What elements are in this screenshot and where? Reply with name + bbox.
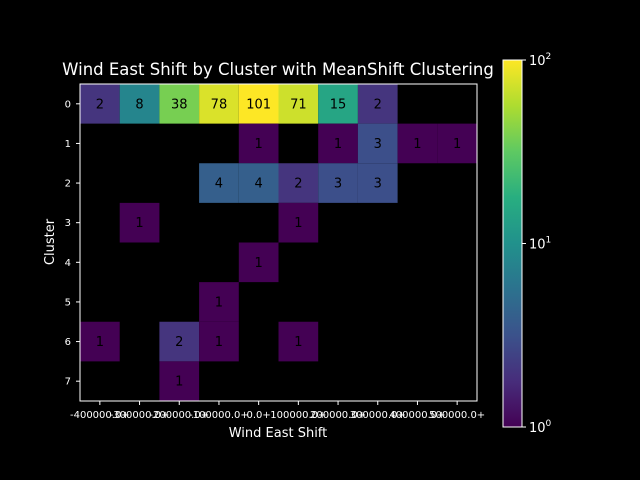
cell-value-label: 1 bbox=[215, 335, 223, 350]
cell-value-label: 78 bbox=[211, 97, 228, 112]
cell-value-label: 1 bbox=[135, 216, 143, 231]
plot-frame bbox=[79, 83, 478, 402]
heatmap-cell bbox=[397, 123, 438, 164]
x-axis-label: Wind East Shift bbox=[229, 426, 328, 441]
cell-value-label: 8 bbox=[135, 97, 143, 112]
x-tick-label: -400000.0+ bbox=[70, 410, 130, 421]
x-tick-label: -200000.0+ bbox=[149, 410, 209, 421]
y-tick-label: 5 bbox=[65, 297, 71, 308]
cell-value-label: 1 bbox=[255, 137, 263, 152]
heatmap-cell bbox=[80, 84, 120, 124]
cell-value-label: 1 bbox=[413, 137, 421, 152]
cell-value-label: 1 bbox=[255, 256, 263, 271]
cell-value-label: 1 bbox=[294, 216, 302, 231]
heatmap-cell bbox=[238, 123, 279, 164]
x-tick-label: 0.0+ bbox=[247, 410, 271, 421]
heatmap-cell bbox=[278, 163, 319, 203]
heatmap-cell bbox=[80, 321, 120, 362]
cell-value-label: 71 bbox=[290, 97, 307, 112]
heatmap-cell bbox=[278, 321, 319, 362]
heatmap-cell bbox=[357, 84, 398, 124]
heatmap-cell bbox=[159, 361, 200, 401]
heatmap-cell bbox=[318, 84, 358, 124]
cell-value-label: 1 bbox=[294, 335, 302, 350]
x-tick-label: -300000.0+ bbox=[110, 410, 170, 421]
cell-value-label: 1 bbox=[334, 137, 342, 152]
cell-value-label: 2 bbox=[175, 335, 183, 350]
y-tick-label: 6 bbox=[65, 337, 71, 348]
heatmap-cell bbox=[238, 84, 279, 124]
x-tick-label: 300000.0+ bbox=[350, 410, 406, 421]
heatmap-cell bbox=[437, 123, 477, 164]
heatmap-cell bbox=[119, 202, 160, 243]
heatmap-cell bbox=[119, 84, 160, 124]
colorbar-axis: 100 101 102 bbox=[522, 52, 552, 436]
heatmap-cell bbox=[199, 282, 239, 322]
colorbar bbox=[502, 59, 523, 428]
y-axis-label: Cluster bbox=[43, 218, 58, 265]
heatmap-cell bbox=[199, 84, 239, 124]
x-tick-label: 400000.0+ bbox=[389, 410, 445, 421]
x-tick-label: 500000.0+ bbox=[429, 410, 485, 421]
heatmap-cell bbox=[159, 321, 200, 362]
y-tick-label: 0 bbox=[65, 99, 71, 110]
heatmap-cell bbox=[357, 123, 398, 164]
heatmap-cell bbox=[159, 84, 200, 124]
cell-value-label: 101 bbox=[246, 97, 271, 112]
y-tick-label: 2 bbox=[65, 179, 71, 190]
y-tick-label: 4 bbox=[65, 258, 71, 269]
colorbar-tick-label: 100 bbox=[529, 419, 552, 436]
x-tick-label: 100000.0+ bbox=[270, 410, 326, 421]
x-tick-label: -100000.0+ bbox=[189, 410, 249, 421]
chart-title: Wind East Shift by Cluster with MeanShif… bbox=[62, 60, 494, 79]
y-tick-label: 1 bbox=[65, 139, 71, 150]
x-axis: -400000.0+-300000.0+-200000.0+-100000.0+… bbox=[70, 401, 485, 421]
cell-value-label: 1 bbox=[215, 295, 223, 310]
heatmap-cell bbox=[199, 163, 239, 203]
heatmap-cell bbox=[318, 123, 358, 164]
heatmap-cell bbox=[238, 242, 279, 283]
heatmap-cell bbox=[278, 84, 319, 124]
cell-value-label: 38 bbox=[171, 97, 188, 112]
cell-value-label: 3 bbox=[334, 177, 342, 192]
cell-value-label: 3 bbox=[374, 177, 382, 192]
heatmap-cell bbox=[278, 202, 319, 243]
cell-value-label: 3 bbox=[374, 137, 382, 152]
y-tick-label: 3 bbox=[65, 218, 71, 229]
heatmap-cells: 2 8 38 78 101 71 15 2 1 1 3 1 1 4 4 2 3 3 1 1 1 1 1 2 1 1 1 bbox=[80, 84, 477, 401]
heatmap-cell bbox=[238, 163, 279, 203]
cell-value-label: 1 bbox=[175, 375, 183, 390]
cell-value-label: 4 bbox=[255, 177, 263, 192]
x-tick-label: 200000.0+ bbox=[310, 410, 366, 421]
cell-value-label: 2 bbox=[96, 97, 104, 112]
heatmap-cell bbox=[199, 321, 239, 362]
cell-value-label: 2 bbox=[374, 97, 382, 112]
heatmap-cell bbox=[318, 163, 358, 203]
cell-value-label: 15 bbox=[330, 97, 347, 112]
cell-value-label: 1 bbox=[96, 335, 104, 350]
cell-value-label: 2 bbox=[294, 177, 302, 192]
colorbar-tick-label: 102 bbox=[529, 52, 551, 69]
colorbar-tick-label: 101 bbox=[529, 236, 551, 253]
cell-value-label: 4 bbox=[215, 177, 223, 192]
cell-value-label: 1 bbox=[453, 137, 461, 152]
y-axis: 0 1 2 3 4 5 6 7 bbox=[65, 99, 80, 388]
heatmap-cell bbox=[357, 163, 398, 203]
y-tick-label: 7 bbox=[65, 377, 71, 388]
